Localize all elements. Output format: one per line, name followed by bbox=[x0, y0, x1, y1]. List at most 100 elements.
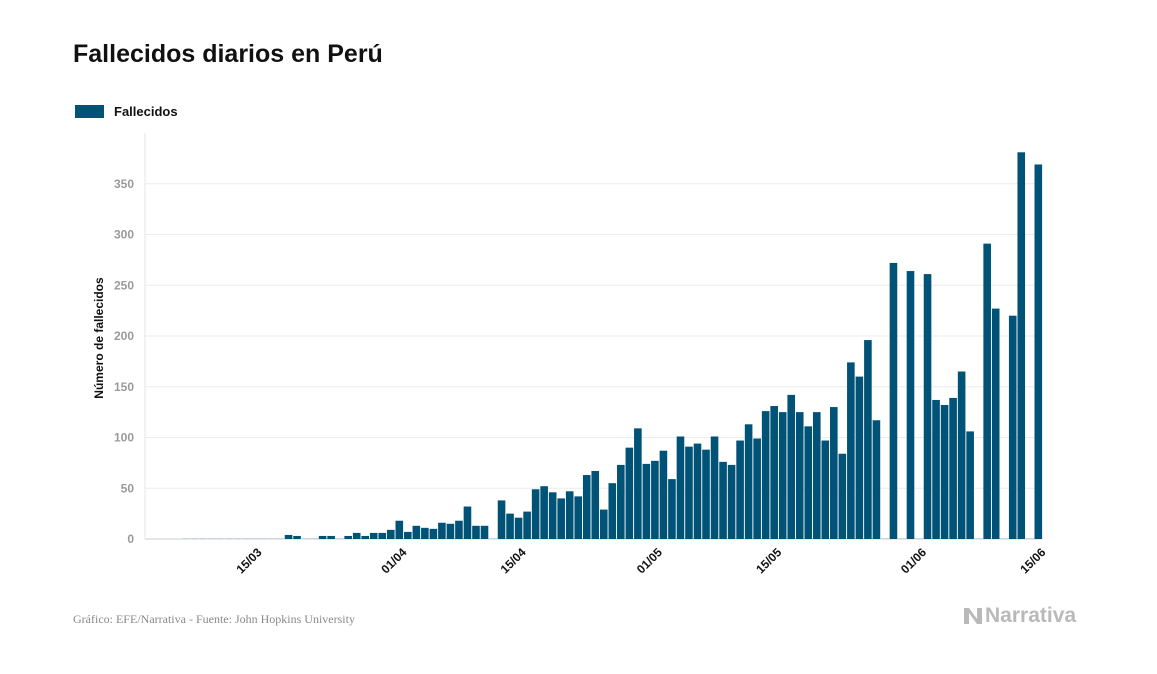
bar bbox=[1008, 315, 1017, 539]
bar bbox=[787, 394, 796, 539]
x-tick-label: 15/04 bbox=[498, 545, 529, 576]
bar bbox=[625, 447, 634, 539]
bar bbox=[497, 500, 506, 539]
bar bbox=[361, 535, 370, 539]
bar bbox=[506, 513, 514, 539]
bar bbox=[378, 532, 387, 539]
bar bbox=[642, 463, 651, 539]
bar bbox=[847, 362, 855, 539]
bar bbox=[574, 496, 583, 539]
bar bbox=[327, 535, 335, 539]
bar bbox=[830, 407, 838, 539]
bar bbox=[395, 520, 404, 539]
bar bbox=[872, 420, 881, 539]
legend-label: Fallecidos bbox=[114, 104, 178, 119]
bar bbox=[514, 517, 523, 539]
bar bbox=[344, 535, 352, 539]
bar bbox=[659, 450, 668, 539]
bar bbox=[821, 440, 830, 539]
bar bbox=[727, 464, 736, 539]
bar bbox=[523, 511, 531, 539]
x-tick-label: 15/06 bbox=[1017, 545, 1048, 576]
bar bbox=[889, 262, 898, 539]
bar bbox=[386, 529, 395, 539]
bar bbox=[1017, 152, 1026, 539]
x-tick-label: 01/06 bbox=[898, 545, 929, 576]
bar bbox=[565, 491, 574, 539]
y-tick-label: 250 bbox=[114, 278, 134, 292]
bar bbox=[480, 525, 489, 539]
bar bbox=[617, 464, 625, 539]
bar bbox=[455, 520, 463, 539]
y-axis-label: Número de fallecidos bbox=[92, 277, 106, 399]
bars bbox=[182, 152, 1043, 539]
bar bbox=[702, 449, 710, 539]
x-axis-ticks: 15/03 01/04 15/04 01/05 15/05 01/06 15/06 bbox=[233, 545, 1048, 576]
bar bbox=[582, 475, 591, 539]
source-note: Gráfico: EFE/Narrativa - Fuente: John Ho… bbox=[73, 612, 355, 626]
bar bbox=[778, 412, 787, 539]
bar bbox=[429, 528, 438, 539]
bar bbox=[421, 527, 429, 539]
bar bbox=[318, 535, 327, 539]
bar bbox=[719, 461, 727, 539]
bar bbox=[608, 483, 617, 539]
bar bbox=[463, 506, 472, 539]
bar bbox=[591, 470, 600, 539]
bar bbox=[685, 446, 693, 539]
bar bbox=[736, 440, 744, 539]
y-tick-label: 50 bbox=[121, 481, 135, 495]
bar bbox=[404, 531, 412, 539]
y-tick-label: 200 bbox=[114, 329, 134, 343]
bar bbox=[531, 489, 540, 539]
bar bbox=[932, 399, 940, 539]
brand-logo: Narrativa bbox=[963, 604, 1076, 628]
y-tick-label: 100 bbox=[114, 431, 134, 445]
y-tick-label: 300 bbox=[114, 228, 134, 242]
bar bbox=[710, 436, 719, 539]
bar bbox=[770, 406, 778, 539]
bar bbox=[446, 523, 455, 539]
x-tick-label: 15/05 bbox=[753, 545, 784, 576]
bar bbox=[548, 492, 557, 539]
bar bbox=[923, 274, 932, 539]
bar bbox=[412, 525, 421, 539]
y-tick-label: 150 bbox=[114, 380, 134, 394]
bar bbox=[557, 498, 565, 539]
bar bbox=[983, 243, 991, 539]
legend: Fallecidos bbox=[75, 104, 178, 119]
bar bbox=[634, 428, 642, 539]
bar bbox=[369, 532, 378, 539]
x-tick-label: 01/05 bbox=[634, 545, 665, 576]
bar bbox=[864, 340, 872, 539]
narrativa-n-icon bbox=[964, 608, 982, 624]
bar bbox=[838, 453, 847, 539]
bar bbox=[472, 525, 480, 539]
bar bbox=[540, 486, 548, 539]
bar bbox=[599, 509, 608, 539]
bar bbox=[906, 271, 915, 539]
brand-name: Narrativa bbox=[985, 604, 1077, 627]
bar bbox=[753, 438, 761, 539]
bar bbox=[668, 479, 676, 539]
x-tick-label: 01/04 bbox=[378, 545, 409, 576]
bar bbox=[812, 412, 821, 539]
bar bbox=[293, 535, 301, 539]
bar bbox=[804, 426, 813, 539]
y-axis-ticks: 0 50 100 150 200 250 300 350 bbox=[114, 177, 134, 546]
bar bbox=[744, 424, 753, 539]
bar bbox=[693, 443, 702, 539]
bar bbox=[855, 376, 864, 539]
x-tick-label: 15/03 bbox=[233, 545, 264, 576]
bar bbox=[966, 431, 974, 539]
bar bbox=[352, 532, 361, 539]
legend-swatch bbox=[75, 105, 104, 118]
bar bbox=[761, 411, 770, 539]
bar bbox=[1034, 164, 1043, 539]
chart-title: Fallecidos diarios en Perú bbox=[73, 40, 383, 68]
bar bbox=[676, 436, 685, 539]
bar bbox=[949, 397, 957, 539]
y-tick-label: 350 bbox=[114, 177, 134, 191]
bar bbox=[940, 405, 949, 539]
